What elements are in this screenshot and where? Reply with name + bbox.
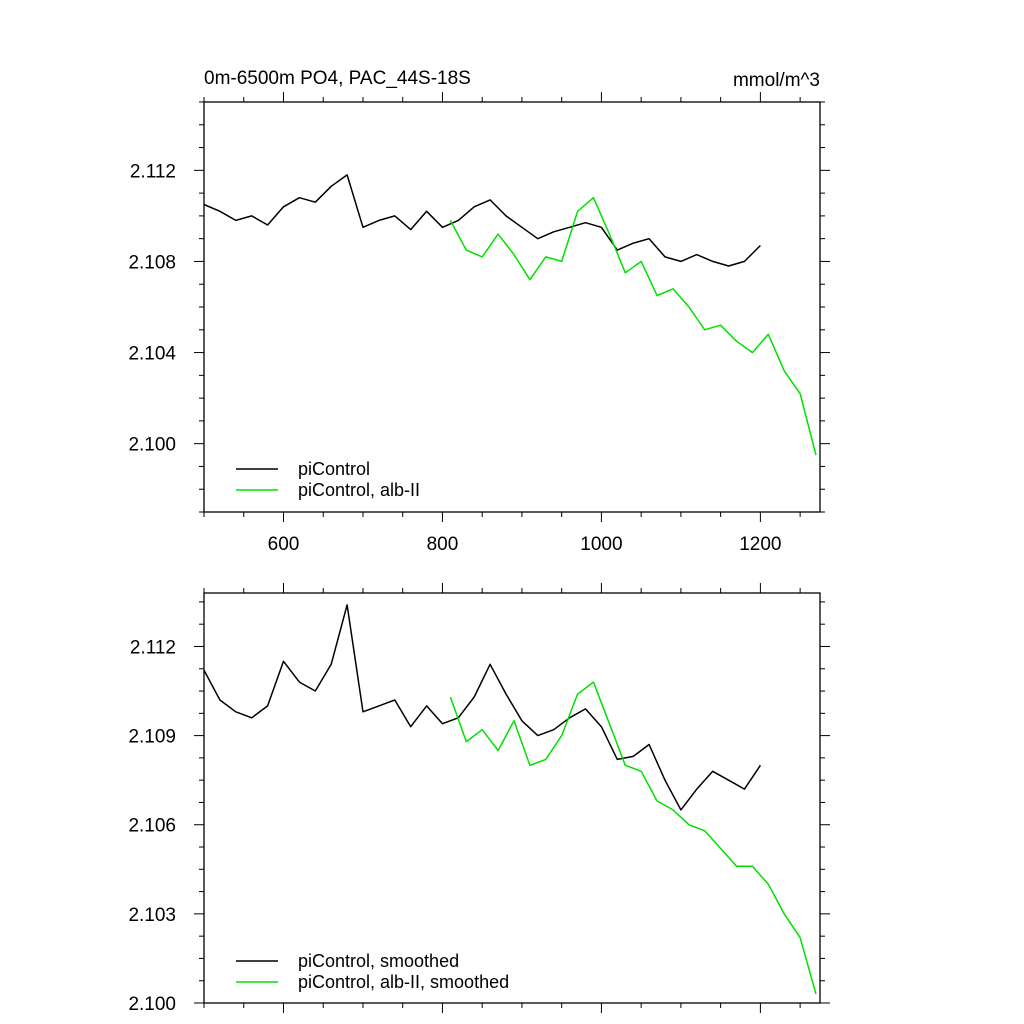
top-ytick-label: 2.108 [128,252,176,273]
top-series-lines [203,174,817,456]
bottom-plot-frame [203,592,821,1004]
top-series-line-picontrol [203,174,761,267]
bottom-legend-label: piControl, smoothed [298,951,459,971]
top-plot-frame [203,101,821,513]
top-xtick-label: 1000 [580,534,622,555]
top-ytick-label: 2.112 [130,161,176,182]
bottom-panel: 2.100 2.103 2.106 2.109 2.112 piControl, smo… [128,583,830,1015]
top-series-line-alb-ii [449,196,817,456]
bottom-ytick-label: 2.106 [128,816,176,837]
bottom-ytick-label: 2.109 [128,727,176,748]
top-legend-label: piControl [298,459,370,479]
top-xtick-label: 1200 [739,534,781,555]
bottom-series-lines [203,604,817,995]
bottom-ticks: 2.100 2.103 2.106 2.109 2.112 [128,583,830,1015]
bottom-series-line-picontrol [203,604,762,811]
top-legend-label: piControl, alb-II [298,480,420,500]
top-ytick-label: 2.100 [128,435,176,456]
top-chart-title: 0m-6500m PO4, PAC_44S-18S [204,68,471,89]
bottom-series-line-alb-ii [449,681,817,995]
bottom-legend-label: piControl, alb-II, smoothed [298,972,509,992]
bottom-ytick-label: 2.103 [128,905,176,926]
top-chart-units: mmol/m^3 [733,70,820,91]
bottom-ytick-label: 2.112 [130,637,176,658]
bottom-ytick-label: 2.100 [128,994,176,1015]
top-ytick-label: 2.104 [128,344,176,365]
top-panel: 0m-6500m PO4, PAC_44S-18S mmol/m^3 600 80… [128,68,830,555]
top-xtick-label: 600 [268,534,300,555]
top-ticks: 600 800 1000 1200 2.100 2.104 2.108 2.112 [128,92,830,555]
top-xtick-label: 800 [427,534,459,555]
